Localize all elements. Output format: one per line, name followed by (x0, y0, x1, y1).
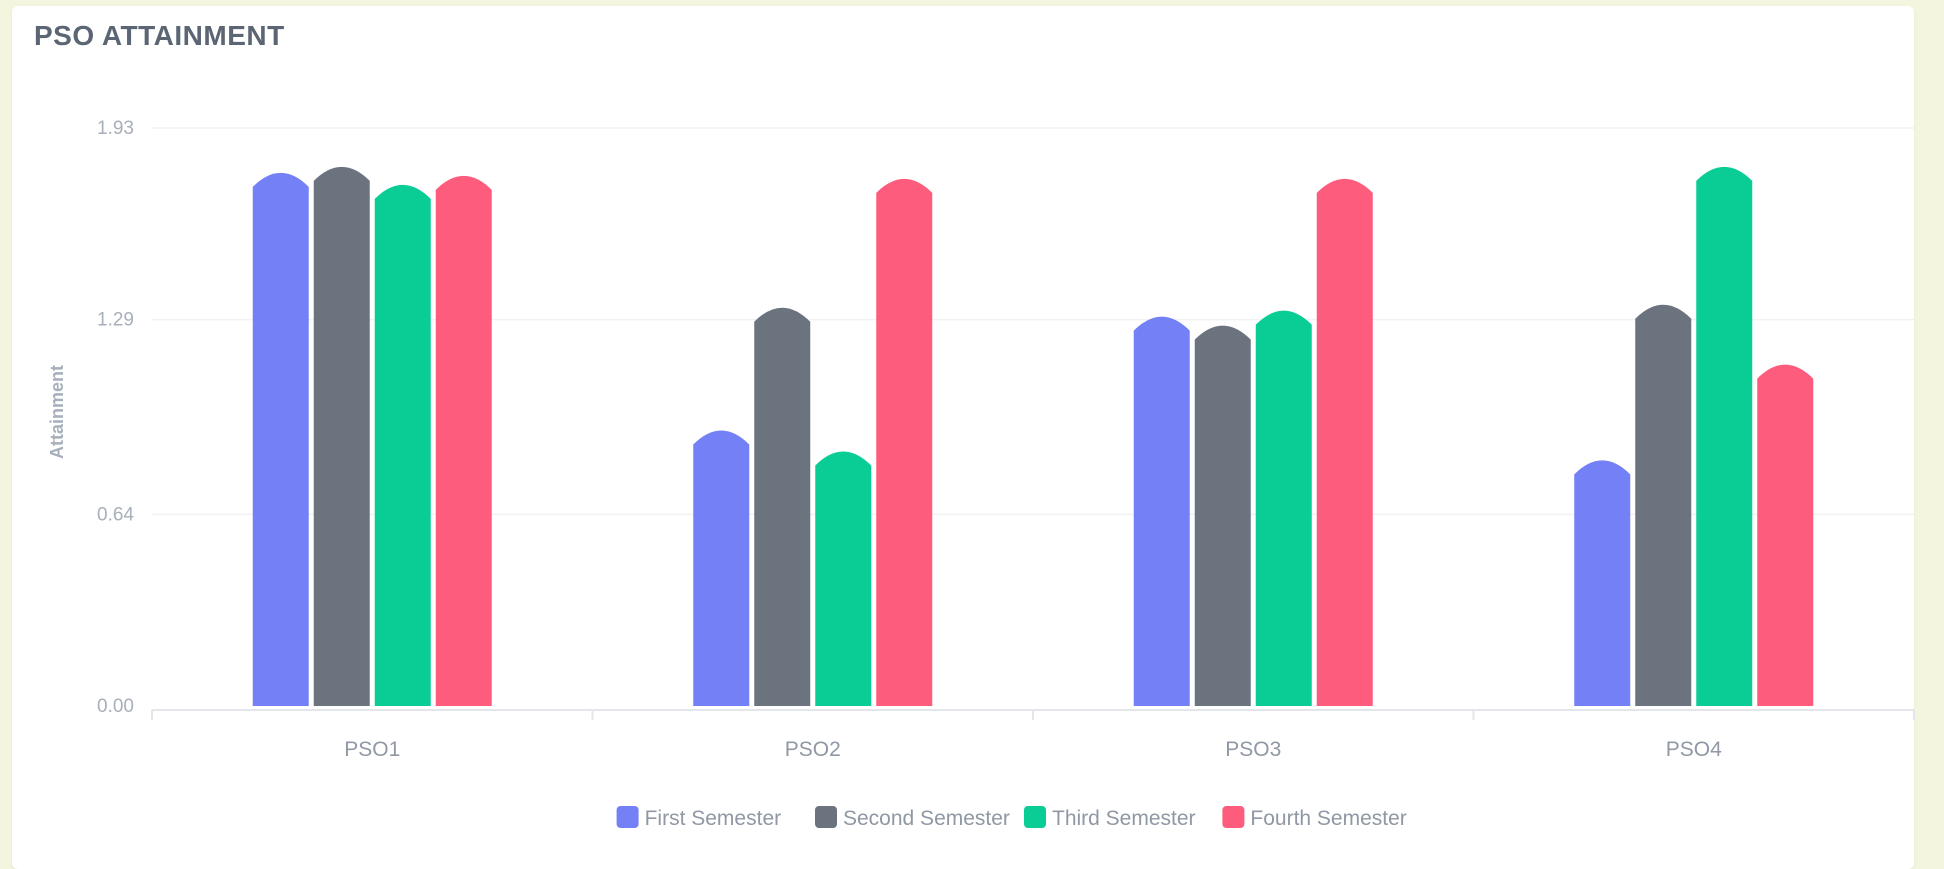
bar[interactable] (374, 184, 431, 706)
legend-swatch[interactable] (815, 806, 837, 828)
bars (252, 166, 1814, 707)
bar[interactable] (1194, 325, 1251, 706)
bar[interactable] (815, 451, 872, 706)
x-category-label: PSO3 (1225, 738, 1281, 761)
bar[interactable] (1574, 460, 1631, 706)
y-tick-label: 1.93 (97, 118, 134, 139)
bar[interactable] (1757, 364, 1814, 706)
legend-label[interactable]: Second Semester (843, 807, 1010, 830)
legend-label[interactable]: Third Semester (1052, 807, 1196, 830)
x-category-label: PSO2 (785, 738, 841, 761)
bar[interactable] (1696, 166, 1753, 707)
bar[interactable] (252, 172, 309, 706)
bar[interactable] (1316, 178, 1373, 706)
bar[interactable] (876, 178, 933, 706)
bar[interactable] (435, 175, 492, 706)
bar[interactable] (1255, 310, 1312, 706)
bar[interactable] (313, 166, 370, 707)
legend-swatch[interactable] (616, 806, 639, 828)
bar[interactable] (1635, 304, 1692, 706)
y-tick-label: 0.00 (97, 696, 134, 717)
legend: First Semester Second Semester Third Semes… (616, 806, 1407, 830)
legend-label[interactable]: First Semester (645, 807, 782, 830)
y-tick-label: 1.29 (97, 310, 134, 331)
x-category-label: PSO1 (344, 738, 400, 761)
bar[interactable] (693, 430, 750, 706)
bar[interactable] (1133, 316, 1190, 706)
chart-title: PSO ATTAINMENT (34, 20, 285, 51)
y-tick-label: 0.64 (97, 504, 134, 525)
y-axis-title: Attainment (47, 365, 67, 459)
x-category-label: PSO4 (1666, 738, 1722, 761)
legend-label[interactable]: Fourth Semester (1250, 807, 1406, 830)
axes: 0.00 0.64 1.29 1.93 PSO1 PSO2 PSO3 PSO4 Attainme… (47, 118, 1915, 761)
bar[interactable] (754, 307, 811, 706)
legend-swatch[interactable] (1024, 806, 1046, 828)
legend-swatch[interactable] (1222, 806, 1245, 828)
